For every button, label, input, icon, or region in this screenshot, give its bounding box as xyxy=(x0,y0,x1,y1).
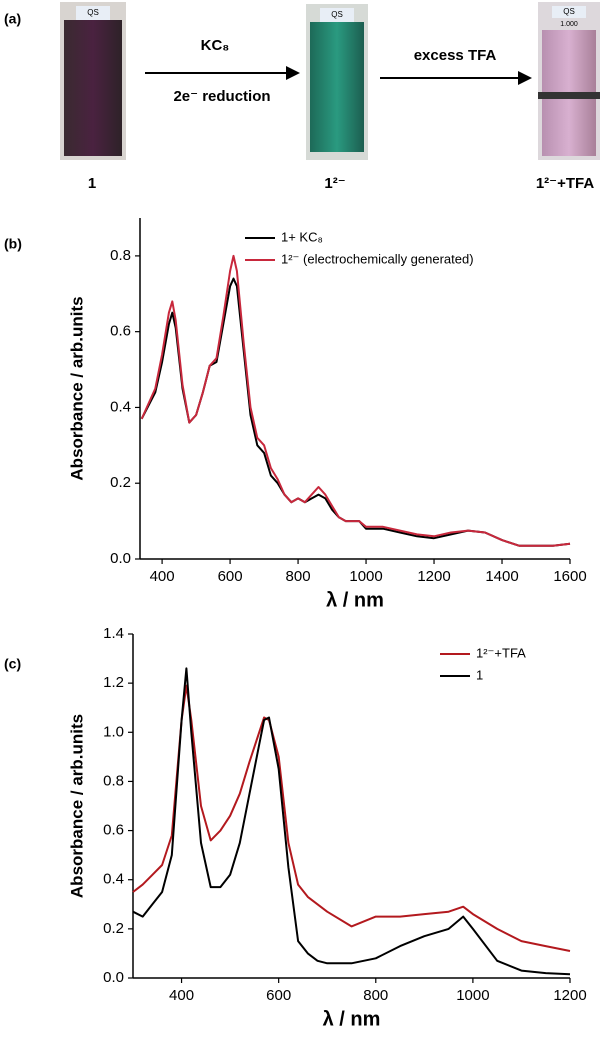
reagent: KC₈ xyxy=(201,37,230,54)
x-tick-label: 1200 xyxy=(417,568,450,585)
panel-label: (b) xyxy=(4,236,22,252)
x-tick-label: 800 xyxy=(286,568,311,585)
legend-label: 1+ KC₈ xyxy=(281,229,323,244)
y-tick-label: 1.4 xyxy=(103,625,124,642)
cuvette-label: QS xyxy=(87,8,99,17)
y-tick-label: 0.0 xyxy=(103,969,124,986)
cuvette xyxy=(306,4,368,160)
x-axis-label: λ / nm xyxy=(323,1008,381,1030)
x-tick-label: 1000 xyxy=(349,568,382,585)
y-tick-label: 1.2 xyxy=(103,674,124,691)
y-tick-label: 1.0 xyxy=(103,723,124,740)
compound-label: 1 xyxy=(88,175,96,192)
cuvette xyxy=(60,2,126,160)
legend-label: 1²⁻+TFA xyxy=(476,645,526,660)
y-tick-label: 0.2 xyxy=(110,474,131,491)
y-axis-label: Absorbance / arb.units xyxy=(67,714,86,898)
arrow-head xyxy=(286,66,300,80)
x-tick-label: 800 xyxy=(363,987,388,1004)
x-tick-label: 1200 xyxy=(553,987,586,1004)
y-axis-label: Absorbance / arb.units xyxy=(67,296,86,480)
x-tick-label: 400 xyxy=(169,987,194,1004)
x-tick-label: 1600 xyxy=(553,568,586,585)
cuvette xyxy=(538,2,600,160)
panel-label: (c) xyxy=(4,656,21,672)
legend-label: 1²⁻ (electrochemically generated) xyxy=(281,251,474,266)
y-tick-label: 0.2 xyxy=(103,920,124,937)
spectrum-line xyxy=(140,254,571,547)
x-tick-label: 1400 xyxy=(485,568,518,585)
reaction-note: 2e⁻ reduction xyxy=(173,88,270,105)
spectrum-line xyxy=(140,277,571,547)
cuvette-label: QS xyxy=(331,10,343,19)
y-tick-label: 0.4 xyxy=(103,871,124,888)
spectrum-line xyxy=(132,667,571,976)
x-tick-label: 400 xyxy=(150,568,175,585)
y-tick-label: 0.4 xyxy=(110,398,131,415)
x-axis-label: λ / nm xyxy=(326,589,384,611)
legend-label: 1 xyxy=(476,667,483,682)
y-tick-label: 0.8 xyxy=(103,772,124,789)
reagent: excess TFA xyxy=(414,47,497,64)
y-tick-label: 0.0 xyxy=(110,550,131,567)
cuvette-label: QS xyxy=(563,7,575,16)
y-tick-label: 0.8 xyxy=(110,247,131,264)
x-tick-label: 600 xyxy=(218,568,243,585)
panel-label: (a) xyxy=(4,11,21,27)
arrow-head xyxy=(518,71,532,85)
cuvette-label: 1.000 xyxy=(560,21,578,28)
y-tick-label: 0.6 xyxy=(110,323,131,340)
y-tick-label: 0.6 xyxy=(103,822,124,839)
compound-label: 1²⁻+TFA xyxy=(536,175,595,192)
compound-label: 1²⁻ xyxy=(324,175,345,192)
x-tick-label: 600 xyxy=(266,987,291,1004)
x-tick-label: 1000 xyxy=(456,987,489,1004)
